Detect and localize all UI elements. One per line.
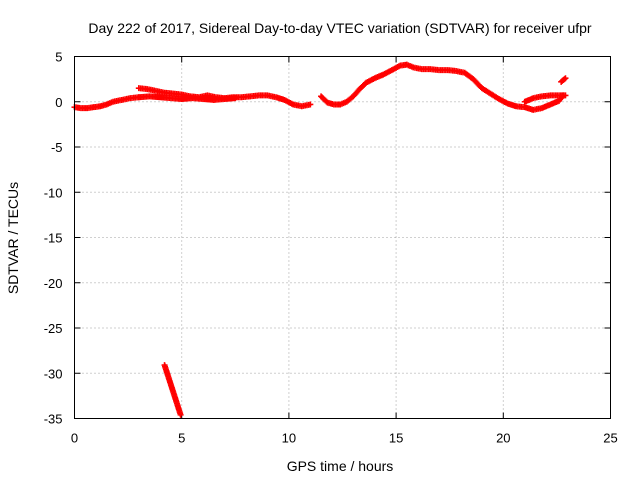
- x-tick-labels: 0 5 10 15 20 25: [71, 431, 618, 446]
- y-tick-label: -10: [44, 185, 63, 200]
- data-point: [562, 75, 569, 82]
- chart-title: Day 222 of 2017, Sidereal Day-to-day VTE…: [88, 20, 592, 36]
- y-tick-label: -30: [44, 366, 63, 381]
- y-tick-label: -5: [51, 140, 63, 155]
- y-tick-label: -25: [44, 321, 63, 336]
- x-axis-label: GPS time / hours: [287, 458, 394, 474]
- y-axis-label: SDTVAR / TECUs: [5, 182, 21, 294]
- x-tick-label: 0: [71, 431, 78, 446]
- y-tick-label: -20: [44, 276, 63, 291]
- x-tick-label: 10: [282, 431, 296, 446]
- y-tick-label: -35: [44, 412, 63, 427]
- x-tick-label: 20: [496, 431, 510, 446]
- x-tick-label: 5: [178, 431, 185, 446]
- plot-frame: [74, 56, 611, 419]
- y-tick-label: -15: [44, 231, 63, 246]
- x-tick-label: 15: [389, 431, 403, 446]
- data-point: [307, 101, 314, 108]
- y-tick-labels: 5 0 -5 -10 -15 -20 -25 -30 -35: [44, 50, 63, 427]
- y-tick-label: 0: [55, 95, 62, 110]
- data-point: [562, 92, 569, 99]
- x-tick-label: 25: [603, 431, 617, 446]
- y-tick-label: 5: [55, 50, 62, 65]
- data-point: [177, 411, 184, 418]
- data-point: [232, 95, 239, 102]
- data-points: [71, 61, 569, 418]
- grid-lines: [74, 56, 611, 419]
- data-point: [561, 76, 568, 83]
